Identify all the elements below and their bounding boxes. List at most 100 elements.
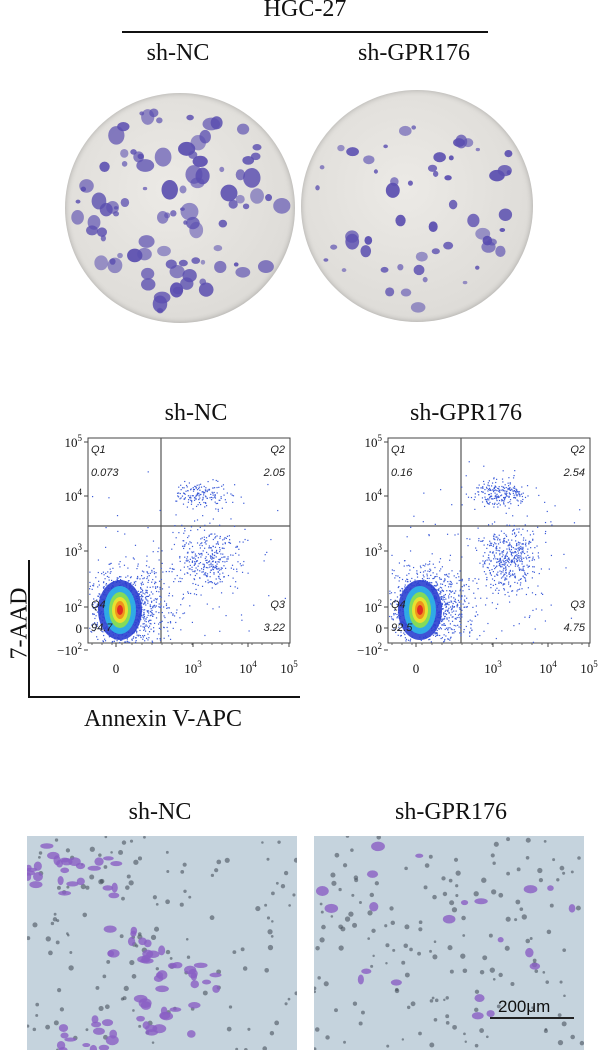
- event-dot: [528, 557, 530, 559]
- event-dot: [521, 486, 523, 488]
- event-dot: [461, 504, 463, 506]
- event-dot: [177, 496, 180, 498]
- membrane-pore: [352, 1001, 358, 1006]
- event-dot: [181, 524, 183, 526]
- event-dot: [213, 566, 215, 568]
- event-dot: [185, 484, 188, 487]
- event-dot: [520, 545, 522, 548]
- event-dot: [153, 571, 155, 573]
- membrane-pore: [529, 937, 533, 940]
- event-dot: [180, 489, 182, 491]
- event-dot: [467, 496, 470, 498]
- event-dot: [518, 557, 520, 559]
- event-dot: [171, 563, 173, 565]
- event-dot: [505, 534, 507, 536]
- event-dot: [108, 576, 110, 578]
- event-dot: [504, 579, 506, 581]
- membrane-pore: [119, 934, 124, 939]
- event-dot: [509, 489, 512, 492]
- membrane-pore: [45, 936, 51, 942]
- event-dot: [208, 564, 210, 566]
- event-dot: [507, 487, 509, 490]
- membrane-pore: [506, 837, 510, 842]
- event-dot: [448, 607, 450, 609]
- event-dot: [449, 559, 451, 561]
- event-dot: [461, 616, 463, 618]
- event-dot: [470, 496, 473, 499]
- event-dot: [102, 571, 105, 573]
- event-dot: [453, 597, 455, 599]
- membrane-pore: [534, 969, 539, 973]
- event-dot: [212, 487, 214, 489]
- event-dot: [519, 494, 521, 496]
- event-dot: [550, 521, 552, 523]
- membrane-pore: [344, 916, 351, 922]
- event-dot: [141, 591, 143, 593]
- membrane-pore: [232, 950, 237, 955]
- event-dot: [398, 626, 400, 628]
- event-dot: [444, 578, 446, 580]
- event-dot: [192, 490, 195, 492]
- event-dot: [238, 548, 240, 550]
- colony-spot: [117, 252, 123, 259]
- event-dot: [491, 503, 494, 505]
- event-dot: [216, 502, 219, 505]
- membrane-pore: [410, 1001, 416, 1007]
- event-dot: [487, 498, 489, 500]
- event-dot: [509, 542, 511, 544]
- event-dot: [147, 627, 150, 629]
- event-dot: [495, 489, 497, 491]
- membrane-pore: [442, 891, 448, 897]
- membrane-pore: [431, 996, 435, 1000]
- event-dot: [509, 601, 511, 603]
- event-dot: [203, 566, 205, 568]
- migrated-cell: [107, 949, 120, 958]
- event-dot: [520, 568, 522, 570]
- event-dot: [494, 486, 496, 489]
- event-dot: [497, 574, 499, 576]
- event-dot: [403, 632, 405, 634]
- event-dot: [216, 583, 218, 585]
- event-dot: [455, 590, 457, 592]
- event-dot: [535, 487, 537, 489]
- membrane-pore: [118, 849, 124, 855]
- event-dot: [196, 484, 198, 486]
- event-dot: [156, 586, 159, 588]
- membrane-pore: [479, 969, 485, 975]
- event-dot: [164, 616, 166, 619]
- event-dot: [222, 539, 224, 541]
- event-dot: [445, 606, 448, 608]
- event-dot: [499, 491, 501, 493]
- event-dot: [442, 596, 444, 598]
- membrane-pore: [95, 985, 100, 990]
- event-dot: [426, 573, 428, 575]
- event-dot: [563, 553, 565, 555]
- event-dot: [98, 584, 100, 586]
- membrane-pore: [418, 1031, 422, 1036]
- event-dot: [521, 547, 523, 549]
- membrane-pore: [462, 968, 468, 974]
- event-dot: [505, 568, 507, 570]
- colony-spot: [411, 125, 417, 130]
- event-dot: [436, 575, 438, 578]
- event-dot: [501, 498, 503, 501]
- event-dot: [389, 615, 391, 618]
- event-dot: [504, 537, 506, 539]
- event-dot: [180, 497, 182, 499]
- membrane-pore: [452, 1024, 457, 1030]
- event-dot: [494, 583, 497, 586]
- event-dot: [508, 581, 510, 583]
- event-dot: [143, 577, 145, 579]
- migrated-cell: [91, 1015, 99, 1024]
- event-dot: [524, 573, 526, 575]
- event-dot: [222, 543, 224, 545]
- event-dot: [521, 543, 523, 545]
- event-dot: [440, 587, 443, 589]
- membrane-pore: [579, 1040, 584, 1046]
- event-dot: [167, 607, 169, 609]
- event-dot: [144, 601, 146, 603]
- event-dot: [510, 559, 513, 562]
- event-dot: [532, 566, 534, 568]
- event-dot: [134, 637, 137, 639]
- event-dot: [211, 550, 213, 552]
